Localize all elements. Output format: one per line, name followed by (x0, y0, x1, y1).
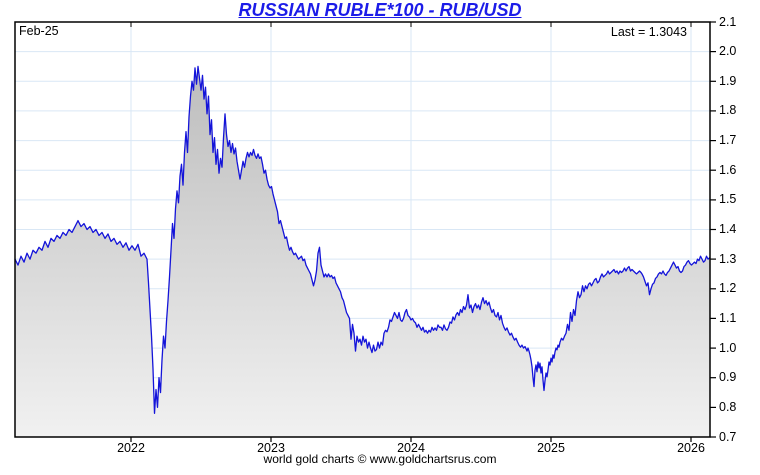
y-tick-label: 1.3 (719, 251, 737, 266)
y-tick-label: 1.5 (719, 192, 737, 207)
y-tick-label: 2.1 (719, 14, 737, 29)
y-tick-label: 1.4 (719, 222, 737, 236)
footer-credit: world gold charts © www.goldchartsrus.co… (263, 452, 497, 466)
price-line (14, 65, 711, 414)
x-tick-label: 2025 (537, 441, 565, 455)
y-tick-label: 1.6 (719, 162, 737, 177)
y-tick-label: 0.7 (719, 429, 737, 444)
y-tick-label: 1.0 (719, 340, 737, 355)
y-tick-label: 1.7 (719, 133, 737, 148)
y-tick-label: 1.8 (719, 103, 737, 118)
y-tick-label: 1.9 (719, 73, 737, 88)
x-tick-label: 2023 (257, 441, 285, 455)
x-tick-label: 2026 (677, 441, 705, 455)
y-tick-label: 0.8 (719, 399, 737, 414)
area-fill (15, 66, 710, 438)
y-tick-label: 0.9 (719, 370, 737, 385)
axis-ticks (130, 21, 716, 442)
y-tick-label: 1.1 (719, 310, 737, 325)
date-label: Feb-25 (19, 24, 59, 38)
x-tick-label: 2022 (117, 441, 145, 455)
last-value-label: Last = 1.3043 (610, 25, 687, 39)
y-tick-label: 1.2 (719, 281, 737, 296)
y-tick-label: 2.0 (719, 44, 737, 59)
chart-title: RUSSIAN RUBLE*100 - RUB/USD (238, 0, 522, 20)
x-tick-label: 2024 (397, 441, 425, 455)
